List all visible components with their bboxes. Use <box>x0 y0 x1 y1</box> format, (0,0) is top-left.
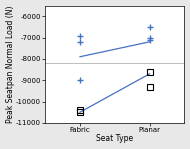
X-axis label: Seat Type: Seat Type <box>96 134 133 143</box>
Y-axis label: Peak Seatpan Normal Load (N): Peak Seatpan Normal Load (N) <box>6 6 15 123</box>
